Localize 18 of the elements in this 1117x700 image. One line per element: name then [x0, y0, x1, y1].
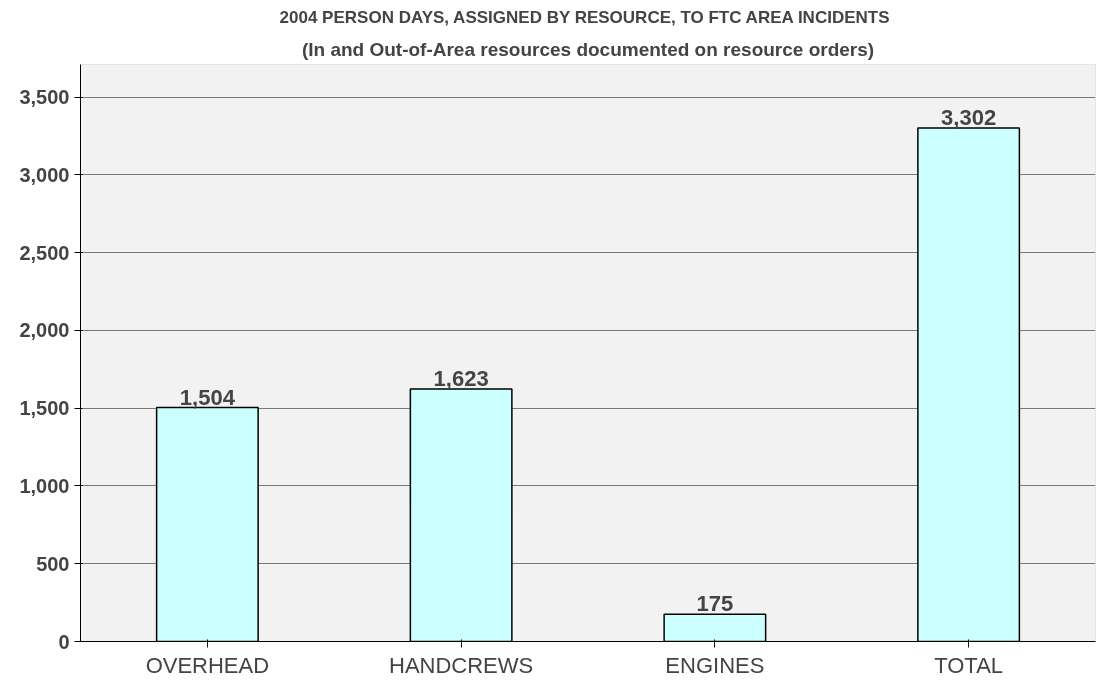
y-tick-label: 3,500	[19, 86, 70, 109]
x-tick-label: OVERHEAD	[145, 652, 270, 678]
y-tick-label: 3,000	[19, 163, 70, 186]
data-label: 1,623	[433, 366, 489, 392]
y-tick-label: 2,000	[19, 319, 70, 342]
y-tick-label: 2,500	[19, 241, 70, 264]
y-tick-label: 1,500	[19, 397, 70, 420]
y-tick-label: 1,000	[19, 474, 70, 497]
x-tick-label: ENGINES	[665, 652, 765, 678]
chart-title: 2004 PERSON DAYS, ASSIGNED BY RESOURCE, TO FTC AREA INCIDENTS	[279, 7, 890, 27]
data-label: 3,302	[941, 104, 997, 130]
y-tick-label: 0	[58, 630, 70, 653]
data-label: 175	[696, 591, 734, 617]
x-tick-label: HANDCREWS	[389, 652, 534, 678]
x-tick-label: TOTAL	[934, 652, 1004, 678]
y-tick-label: 500	[36, 552, 70, 575]
data-label: 1,504	[179, 384, 236, 410]
chart-subtitle: (In and Out-of-Area resources documented on resource orders)	[301, 38, 875, 60]
